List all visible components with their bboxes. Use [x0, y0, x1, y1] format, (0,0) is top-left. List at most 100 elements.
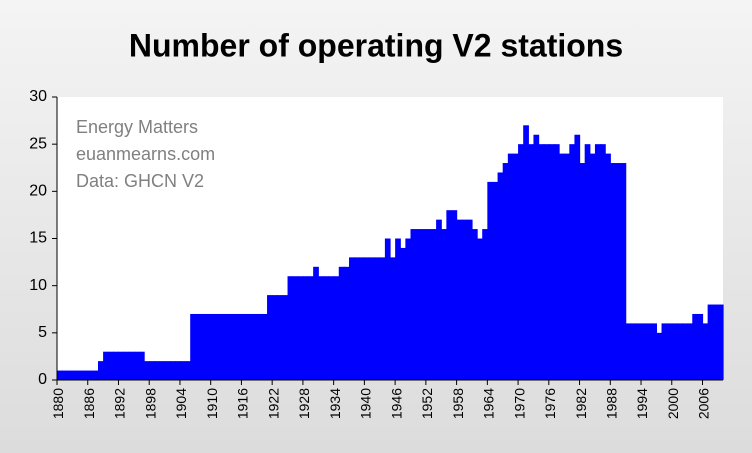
bar: [138, 351, 145, 380]
bar: [57, 370, 63, 380]
x-tick-label: 1886: [81, 388, 97, 419]
bar: [687, 323, 693, 380]
bar: [169, 361, 176, 380]
bar: [441, 229, 447, 380]
x-tick-label: 1916: [235, 388, 251, 419]
bar: [133, 351, 140, 380]
x-tick-label: 1904: [173, 388, 189, 419]
bar: [77, 370, 84, 380]
bar: [277, 295, 284, 380]
bar: [374, 257, 381, 380]
annotation: euanmearns.com: [76, 144, 215, 164]
x-tick-label: 2006: [696, 388, 712, 419]
bar: [359, 257, 365, 380]
x-tick-label: 2000: [665, 388, 681, 419]
y-tick-label: 20: [29, 183, 47, 200]
bar: [533, 134, 540, 380]
bar: [507, 153, 514, 380]
bar: [641, 323, 647, 380]
bar: [236, 313, 243, 380]
bar: [154, 361, 161, 380]
bar: [231, 313, 237, 380]
bar: [261, 313, 268, 380]
bar: [282, 295, 289, 380]
bar: [456, 219, 463, 380]
x-tick-label: 1988: [603, 388, 619, 419]
bar: [113, 351, 120, 380]
bar: [615, 163, 622, 380]
bar: [697, 313, 704, 380]
bar: [251, 313, 258, 380]
bar: [707, 304, 714, 380]
bar: [328, 276, 335, 380]
x-tick-label: 1946: [388, 388, 404, 419]
bar: [676, 323, 683, 380]
bar: [717, 304, 724, 380]
x-tick-label: 1952: [419, 388, 435, 419]
bar: [220, 313, 227, 380]
bar: [379, 257, 386, 380]
bar: [712, 304, 719, 380]
bar: [682, 323, 688, 380]
bar: [287, 276, 294, 380]
bar: [267, 295, 273, 380]
bar: [200, 313, 207, 380]
bar: [671, 323, 678, 380]
bar: [297, 276, 304, 380]
bar: [87, 370, 94, 380]
bar: [92, 370, 99, 380]
bar: [425, 229, 432, 380]
bar: [292, 276, 299, 380]
bar: [538, 144, 545, 380]
bar: [410, 229, 417, 380]
y-tick-label: 30: [29, 88, 47, 105]
bar: [103, 351, 109, 380]
bar: [272, 295, 278, 380]
x-tick-label: 1958: [450, 388, 466, 419]
bar: [318, 276, 324, 380]
bar: [589, 153, 596, 380]
bar: [108, 351, 114, 380]
bar: [451, 210, 458, 380]
bar: [446, 210, 453, 380]
bar: [656, 332, 663, 380]
bar: [195, 313, 202, 380]
x-tick-label: 1898: [142, 388, 158, 419]
y-tick-label: 0: [38, 371, 47, 388]
y-tick-label: 5: [38, 324, 47, 341]
bar: [625, 323, 632, 380]
bar: [123, 351, 130, 380]
bar: [620, 163, 627, 380]
bar: [164, 361, 171, 380]
bar: [584, 144, 591, 380]
bar: [343, 266, 350, 380]
annotation: Data: GHCN V2: [76, 171, 204, 191]
bar: [512, 153, 519, 380]
bar: [179, 361, 186, 380]
bar: [482, 229, 488, 380]
bar: [559, 153, 565, 380]
y-tick-label: 25: [29, 135, 47, 152]
bar: [302, 276, 309, 380]
bar: [215, 313, 222, 380]
x-tick-label: 1910: [204, 388, 220, 419]
x-tick-label: 1976: [542, 388, 558, 419]
bar: [308, 276, 314, 380]
bar: [369, 257, 376, 380]
bar: [72, 370, 79, 380]
bar: [574, 134, 581, 380]
bar: [702, 323, 709, 380]
bar: [384, 238, 391, 380]
x-tick-label: 1892: [112, 388, 128, 419]
x-tick-label: 1934: [327, 388, 343, 419]
bar: [635, 323, 642, 380]
bar: [564, 153, 570, 380]
y-tick-label: 15: [29, 230, 47, 247]
annotation: Energy Matters: [76, 117, 198, 137]
bar: [600, 144, 606, 380]
bar: [471, 229, 478, 380]
bar: [692, 313, 698, 380]
x-tick-label: 1928: [296, 388, 312, 419]
bar: [610, 163, 617, 380]
x-tick-label: 1970: [511, 388, 527, 419]
